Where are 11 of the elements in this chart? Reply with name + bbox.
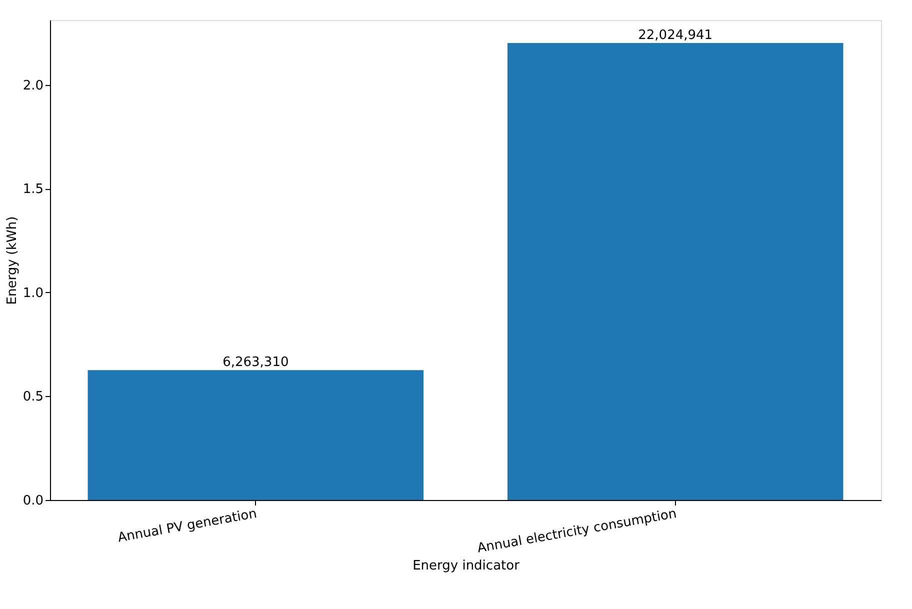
annotation: 22,024,941 <box>638 28 713 43</box>
y-tick-label: 1.5 <box>22 182 44 198</box>
annotation: 6,263,310 <box>222 355 289 370</box>
y-tick-label: 0.5 <box>22 390 44 405</box>
y-tick-label: 0.0 <box>22 494 44 508</box>
y-axis-title: Energy (kWh) <box>4 216 20 305</box>
y-tick-label: 2.0 <box>22 78 44 94</box>
x-tick-label: Annual PV generation <box>116 506 258 546</box>
y-tick-label: 1.0 <box>22 286 44 301</box>
x-tick-label: Annual electricity consumption <box>476 506 678 556</box>
x-axis-title: Energy indicator <box>412 558 520 574</box>
